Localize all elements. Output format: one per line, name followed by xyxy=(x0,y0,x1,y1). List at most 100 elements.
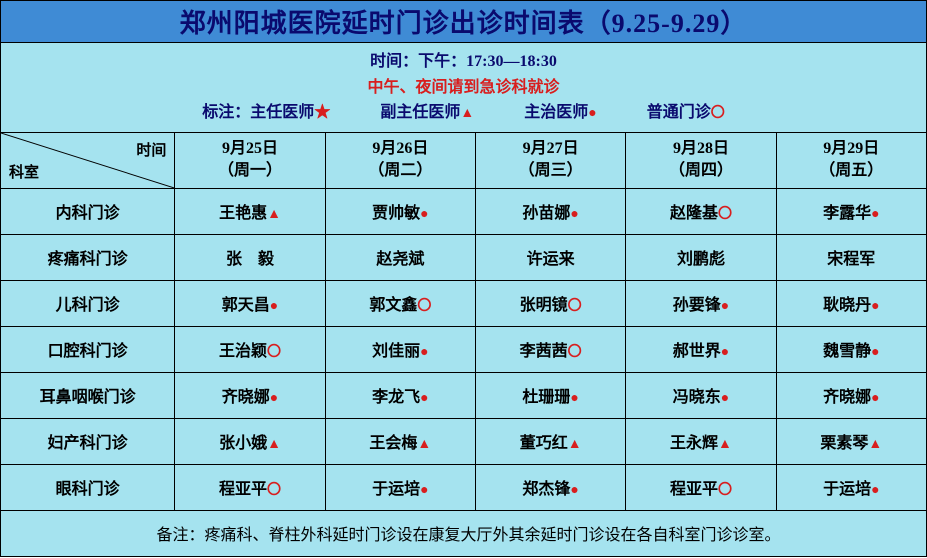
dept-cell: 内科门诊 xyxy=(1,188,175,234)
legend-item-attending: 主治医师● xyxy=(524,100,596,126)
doctor-name: 耿晓丹 xyxy=(823,297,871,314)
doctor-name: 郑杰锋 xyxy=(522,481,570,498)
legend-item-chief: 标注：主任医师★ xyxy=(202,100,330,126)
doctor-name: 王永辉 xyxy=(670,435,718,452)
table-row: 妇产科门诊张小娥▲王会梅▲董巧红▲王永辉▲栗素琴▲ xyxy=(1,418,927,464)
doctor-cell: 赵尧斌 xyxy=(325,234,475,280)
legend-row: 标注：主任医师★ 副主任医师▲ 主治医师● 普通门诊〇 xyxy=(1,100,926,126)
col-date: 9月26日 xyxy=(372,140,428,157)
circle-hollow-icon: 〇 xyxy=(568,299,582,314)
col-header: 9月25日（周一） xyxy=(175,132,325,188)
table-row: 口腔科门诊王治颖〇刘佳丽●李茜茜〇郝世界●魏雪静● xyxy=(1,326,927,372)
triangle-solid-icon: ▲ xyxy=(868,437,882,452)
dept-cell: 耳鼻咽喉门诊 xyxy=(1,372,175,418)
circle-solid-icon: ● xyxy=(721,345,729,360)
doctor-name: 张小娥 xyxy=(219,435,267,452)
doctor-cell: 宋程军 xyxy=(776,234,926,280)
doctor-name: 程亚平 xyxy=(219,481,267,498)
doctor-cell: 魏雪静● xyxy=(776,326,926,372)
circle-solid-icon: ● xyxy=(420,483,428,498)
doctor-name: 孙苗娜 xyxy=(522,205,570,222)
col-weekday: （周二） xyxy=(368,162,432,179)
triangle-solid-icon: ▲ xyxy=(417,437,431,452)
doctor-cell: 程亚平〇 xyxy=(175,464,325,510)
circle-solid-icon: ● xyxy=(871,345,879,360)
doctor-name: 赵尧斌 xyxy=(376,251,424,268)
triangle-solid-icon: ▲ xyxy=(460,106,474,121)
circle-solid-icon: ● xyxy=(871,483,879,498)
circle-solid-icon: ● xyxy=(570,483,578,498)
doctor-name: 王艳惠 xyxy=(219,205,267,222)
legend-label: 主治医师 xyxy=(524,104,588,121)
doctor-name: 李茜茜 xyxy=(520,343,568,360)
doctor-cell: 郑杰锋● xyxy=(476,464,626,510)
doctor-cell: 程亚平〇 xyxy=(626,464,776,510)
doctor-name: 齐晓娜 xyxy=(823,389,871,406)
circle-solid-icon: ● xyxy=(871,299,879,314)
doctor-cell: 张小娥▲ xyxy=(175,418,325,464)
doctor-cell: 孙要锋● xyxy=(626,280,776,326)
doctor-cell: 赵隆基〇 xyxy=(626,188,776,234)
doctor-cell: 郝世界● xyxy=(626,326,776,372)
doctor-cell: 王永辉▲ xyxy=(626,418,776,464)
footnote: 备注：疼痛科、脊柱外科延时门诊设在康复大厅外其余延时门诊设在各自科室门诊诊室。 xyxy=(1,510,927,556)
circle-hollow-icon: 〇 xyxy=(417,299,431,314)
circle-solid-icon: ● xyxy=(420,391,428,406)
doctor-name: 赵隆基 xyxy=(670,205,718,222)
doctor-name: 冯晓东 xyxy=(673,389,721,406)
doctor-name: 李龙飞 xyxy=(372,389,420,406)
table-row: 眼科门诊程亚平〇于运培●郑杰锋●程亚平〇于运培● xyxy=(1,464,927,510)
doctor-name: 许运来 xyxy=(527,251,575,268)
doctor-name: 王会梅 xyxy=(369,435,417,452)
legend-item-general: 普通门诊〇 xyxy=(647,100,725,126)
doctor-cell: 许运来 xyxy=(476,234,626,280)
doctor-name: 张明镜 xyxy=(520,297,568,314)
doctor-name: 栗素琴 xyxy=(820,435,868,452)
doctor-cell: 齐晓娜● xyxy=(175,372,325,418)
circle-solid-icon: ● xyxy=(871,391,879,406)
col-weekday: （周三） xyxy=(519,162,583,179)
col-header: 9月27日 （周三） xyxy=(476,132,626,188)
triangle-solid-icon: ▲ xyxy=(568,437,582,452)
col-date: 9月28日 xyxy=(673,140,729,157)
doctor-name: 于运培 xyxy=(823,481,871,498)
doctor-name: 郭天昌 xyxy=(222,297,270,314)
triangle-solid-icon: ▲ xyxy=(267,437,281,452)
table-row: 疼痛科门诊张 毅赵尧斌许运来刘鹏彪宋程军 xyxy=(1,234,927,280)
doctor-cell: 张明镜〇 xyxy=(476,280,626,326)
legend-label: 普通门诊 xyxy=(647,104,711,121)
circle-hollow-icon: 〇 xyxy=(718,207,732,222)
table-row: 耳鼻咽喉门诊齐晓娜●李龙飞●杜珊珊●冯晓东●齐晓娜● xyxy=(1,372,927,418)
doctor-cell: 冯晓东● xyxy=(626,372,776,418)
col-header: 9月29日（周五） xyxy=(776,132,926,188)
doctor-name: 郝世界 xyxy=(673,343,721,360)
diag-time-label: 时间 xyxy=(136,139,166,160)
circle-hollow-icon: 〇 xyxy=(718,483,732,498)
legend-prefix: 标注： xyxy=(202,104,250,121)
header-row: 科室 时间 9月25日（周一） 9月26日 （周二） 9月27日 （周三） 9月28… xyxy=(1,132,927,188)
doctor-name: 贾帅敏 xyxy=(372,205,420,222)
doctor-cell: 郭天昌● xyxy=(175,280,325,326)
doctor-cell: 耿晓丹● xyxy=(776,280,926,326)
circle-solid-icon: ● xyxy=(270,299,278,314)
doctor-name: 刘鹏彪 xyxy=(677,251,725,268)
triangle-solid-icon: ▲ xyxy=(267,207,281,222)
doctor-name: 齐晓娜 xyxy=(222,389,270,406)
doctor-name: 孙要锋 xyxy=(673,297,721,314)
doctor-name: 王治颖 xyxy=(219,343,267,360)
col-header: 9月26日 （周二） xyxy=(325,132,475,188)
circle-hollow-icon: 〇 xyxy=(267,483,281,498)
star-icon: ★ xyxy=(314,104,330,121)
legend-label: 副主任医师 xyxy=(380,104,460,121)
doctor-cell: 张 毅 xyxy=(175,234,325,280)
circle-solid-icon: ● xyxy=(721,299,729,314)
doctor-name: 刘佳丽 xyxy=(372,343,420,360)
col-date: 9月27日 xyxy=(523,140,579,157)
col-date: 9月29日 xyxy=(823,140,879,157)
doctor-cell: 李露华● xyxy=(776,188,926,234)
diagonal-header: 科室 时间 xyxy=(1,132,175,188)
dept-cell: 口腔科门诊 xyxy=(1,326,175,372)
doctor-cell: 贾帅敏● xyxy=(325,188,475,234)
circle-solid-icon: ● xyxy=(270,391,278,406)
table-row: 内科门诊王艳惠▲贾帅敏●孙苗娜●赵隆基〇李露华● xyxy=(1,188,927,234)
